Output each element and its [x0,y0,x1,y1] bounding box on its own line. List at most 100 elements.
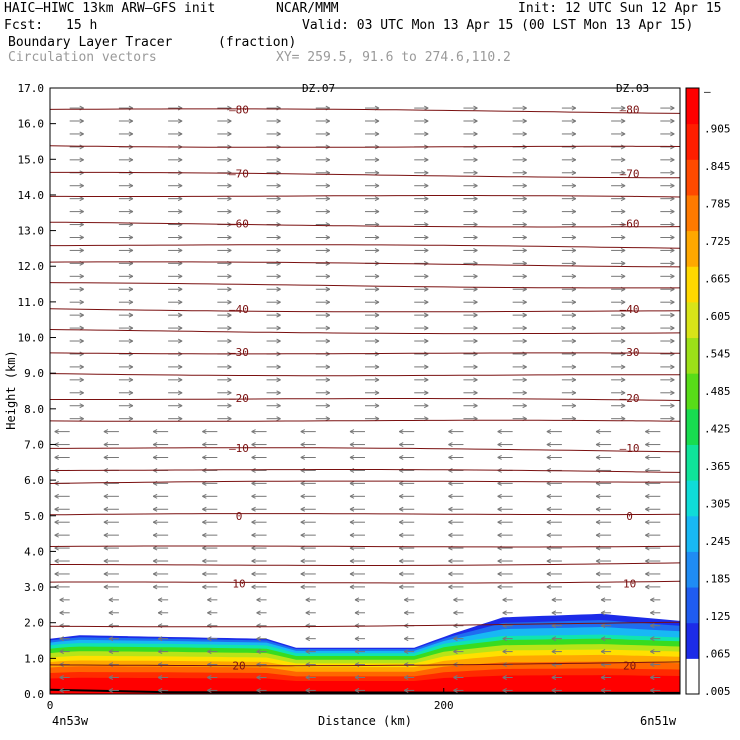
wind-vector [660,338,675,344]
wind-vector [502,636,513,642]
wind-vector [660,325,675,331]
wind-vector [54,558,70,564]
wind-vector [645,429,661,435]
wind-vector [453,687,464,693]
wind-vector [463,183,478,189]
wind-vector [152,442,169,447]
wind-vector [217,273,232,279]
wind-vector [152,571,169,577]
colorbar-swatch [686,194,699,232]
wind-vector [512,377,527,383]
wind-vector [611,235,626,240]
wind-vector [414,235,429,240]
wind-vector [168,209,183,215]
colorbar-swatch [686,88,699,125]
wind-vector [512,364,527,370]
wind-vector [660,364,675,370]
wind-vector [168,390,183,396]
isotherm-line [50,513,680,516]
wind-vector [650,649,661,655]
wind-vector [315,377,331,383]
wind-vector [349,519,365,525]
wind-vector [650,610,661,616]
wind-vector [168,312,183,318]
wind-vector [448,493,464,499]
isotherm-label-left: –10 [229,442,249,455]
wind-vector [561,157,577,163]
wind-vector [300,429,316,435]
plot-background [50,88,680,694]
y-tick-label: 1.0 [24,652,44,665]
wind-vector [502,675,513,680]
wind-vector [561,222,577,227]
wind-vector [69,403,84,409]
wind-vector [103,532,119,538]
wind-vector [69,416,84,422]
wind-vector [414,170,429,176]
wind-vector [398,584,415,590]
wind-vector [217,377,232,383]
wind-vector [660,247,675,253]
wind-vector [365,183,380,189]
wind-vector [561,105,577,111]
wind-vector [266,364,281,370]
wind-vector [168,364,183,370]
colorbar-swatch [686,230,699,267]
wind-vector [600,636,612,642]
wind-vector [398,429,415,435]
wind-vector [300,442,316,447]
wind-vector [448,455,464,460]
wind-vector [551,636,562,642]
wind-vector [305,687,316,693]
wind-vector [546,506,562,512]
wind-vector [300,571,316,577]
wind-vector [365,403,380,409]
wind-vector [645,455,661,460]
colorbar-label: .005 [704,685,731,698]
wind-vector [202,429,218,435]
wind-vector [611,196,626,202]
wind-vector [266,196,281,202]
wind-vector [157,597,169,603]
isotherm-label-left: 10 [232,577,245,590]
wind-vector [512,325,527,331]
wind-vector [398,455,415,460]
wind-vector [266,390,281,396]
colorbar-swatch [686,373,699,410]
wind-vector [611,377,626,383]
colorbar-label: .485 [704,385,731,398]
colorbar-label: .065 [704,648,731,661]
y-tick-label: 4.0 [24,545,44,558]
wind-vector [168,183,183,189]
wind-vector [398,442,415,447]
wind-vector [551,687,562,693]
wind-vector [463,235,478,240]
wind-vector [546,442,562,447]
colorbar-label: .125 [704,610,731,623]
wind-vector [349,532,365,538]
wind-vector [349,493,365,499]
isotherm-line [50,261,680,268]
wind-vector [660,260,675,266]
colorbar-label: .905 [704,123,731,136]
colorbar: – .905 .845 .785 .725 .665 .605 .545 .485 .425 .36… [685,85,731,698]
isotherm-label-left: 20 [232,659,245,672]
wind-vector [611,312,626,318]
wind-vector [512,403,527,409]
wind-vector [168,273,183,279]
wind-vector [512,235,527,240]
wind-vector [251,519,267,525]
wind-vector [600,610,612,616]
wind-vector [168,299,183,305]
wind-vector [595,493,612,499]
wind-vector [315,286,331,292]
colorbar-swatch [686,301,699,339]
wind-vector [660,403,675,409]
wind-vector [660,157,675,163]
isotherm-label-right: –60 [620,217,640,230]
wind-vector [217,416,232,422]
wind-vector [266,416,281,422]
isotherm-label-right: –20 [620,392,640,405]
wind-vector [497,429,513,435]
wind-vector [595,584,612,590]
